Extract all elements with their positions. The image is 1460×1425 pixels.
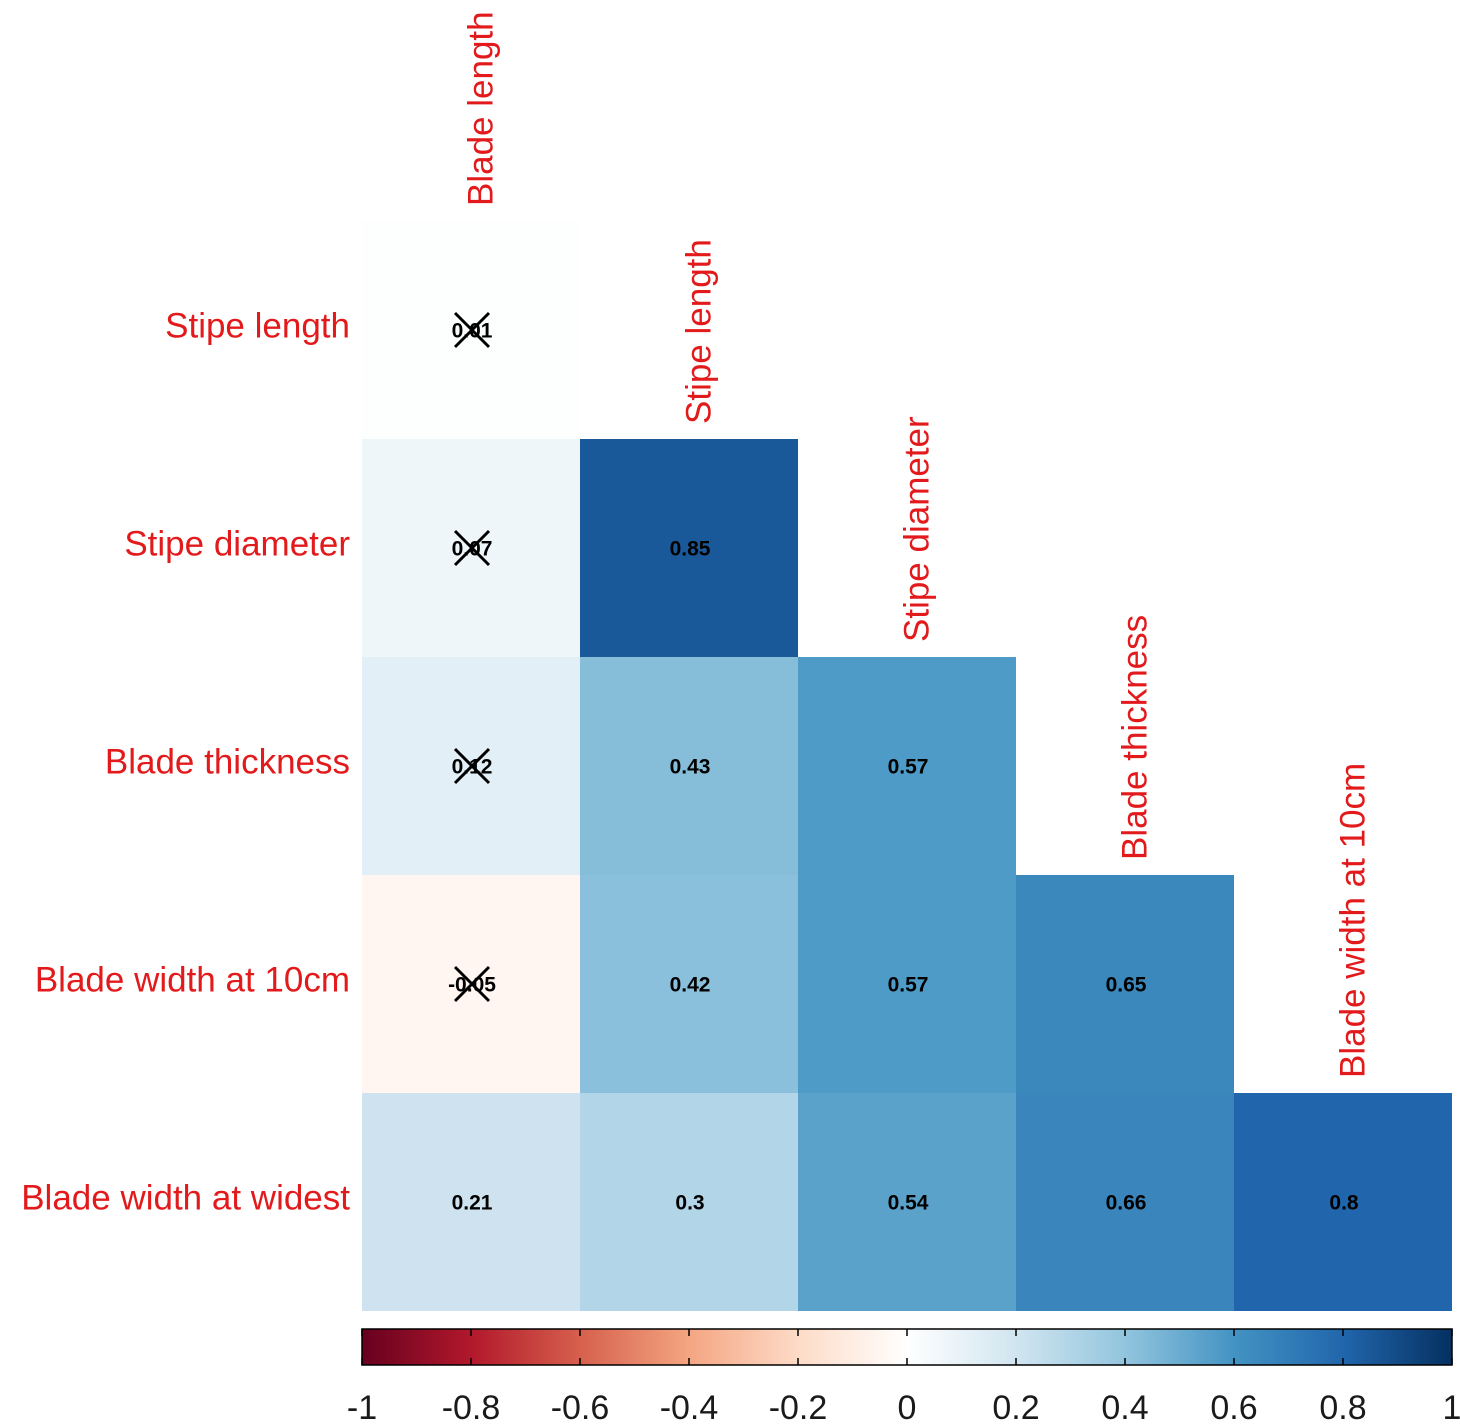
colorbar-tick-label: 1 [1443,1389,1460,1425]
heatmap-cell: 0.01 [362,221,580,439]
cell-rect [580,875,798,1093]
colorbar-tick-label: -1 [347,1389,377,1425]
colorbar-tick-label: -0.8 [442,1389,501,1425]
cell-rect [580,657,798,875]
cell-value-label: 0.57 [888,756,929,779]
heatmap-cell: 0.54 [798,1093,1016,1311]
insignificant-cross-icon [453,965,491,1003]
insignificant-cross-icon [453,747,491,785]
row-label: Blade width at 10cm [35,960,350,999]
colorbar-tick-label: -0.6 [551,1389,610,1425]
colorbar-tick-label: 0.2 [992,1389,1039,1425]
colorbar-tick-label: 0 [898,1389,917,1425]
column-label: Blade width at 10cm [1333,763,1372,1078]
column-label: Blade thickness [1115,615,1154,860]
column-labels: Blade length Stipe length Stipe diameter Bl… [461,11,1372,1078]
cell-value-label: 0.66 [1106,1192,1147,1215]
cell-rect [798,1093,1016,1311]
colorbar-tick-label: 0.4 [1101,1389,1148,1425]
cell-rect [362,1093,580,1311]
cell-rect [1234,1093,1452,1311]
row-label: Blade width at widest [21,1178,350,1217]
heatmap-cell: 0.66 [1016,1093,1234,1311]
row-label: Stipe length [165,306,350,345]
heatmap-cell: 0.12 [362,657,580,875]
cell-rect [798,657,1016,875]
heatmap-cell: 0.3 [580,1093,798,1311]
cell-value-label: 0.54 [888,1192,929,1215]
column-label: Stipe length [679,239,718,424]
colorbar-tick-label: 0.6 [1210,1389,1257,1425]
heatmap-cell: 0.65 [1016,875,1234,1093]
cell-value-label: 0.65 [1106,974,1147,997]
heatmap-cell: 0.07 [362,439,580,657]
cell-value-label: 0.3 [675,1192,704,1215]
row-label: Stipe diameter [124,524,350,563]
heatmap-cell: 0.57 [798,657,1016,875]
cell-rect [798,875,1016,1093]
cell-rect [580,1093,798,1311]
cell-rect [580,439,798,657]
heatmap-cell: 0.42 [580,875,798,1093]
heatmap-cell: 0.57 [798,875,1016,1093]
cell-value-label: 0.57 [888,974,929,997]
row-label: Blade thickness [105,742,350,781]
cells-layer: 0.010.07 0.85 0.12 0.43 0.57 -0.05 0.42 0.57 0.6… [362,221,1452,1311]
colorbar-tick-label: 0.8 [1319,1389,1366,1425]
cell-value-label: 0.21 [452,1192,493,1215]
cell-rect [1016,1093,1234,1311]
colorbar: -1 -0.8 -0.6 -0.4 -0.2 0 0.2 0.4 0.6 0.8 1 [347,1328,1460,1425]
cell-value-label: 0.43 [670,756,711,779]
insignificant-cross-icon [453,311,491,349]
cell-value-label: 0.85 [670,538,711,561]
heatmap-cell: 0.43 [580,657,798,875]
colorbar-tick-label: -0.2 [769,1389,828,1425]
insignificant-cross-icon [453,529,491,567]
heatmap-cell: 0.21 [362,1093,580,1311]
heatmap-cell: 0.85 [580,439,798,657]
cell-value-label: 0.8 [1329,1192,1359,1215]
heatmap-cell: -0.05 [362,875,580,1093]
heatmap-cell: 0.8 [1234,1093,1452,1311]
colorbar-tick-label: -0.4 [660,1389,719,1425]
column-label: Blade length [461,11,500,206]
cell-value-label: 0.42 [670,974,711,997]
cell-rect [1016,875,1234,1093]
column-label: Stipe diameter [897,416,936,642]
row-labels: Stipe length Stipe diameter Blade thicknes… [21,306,350,1217]
